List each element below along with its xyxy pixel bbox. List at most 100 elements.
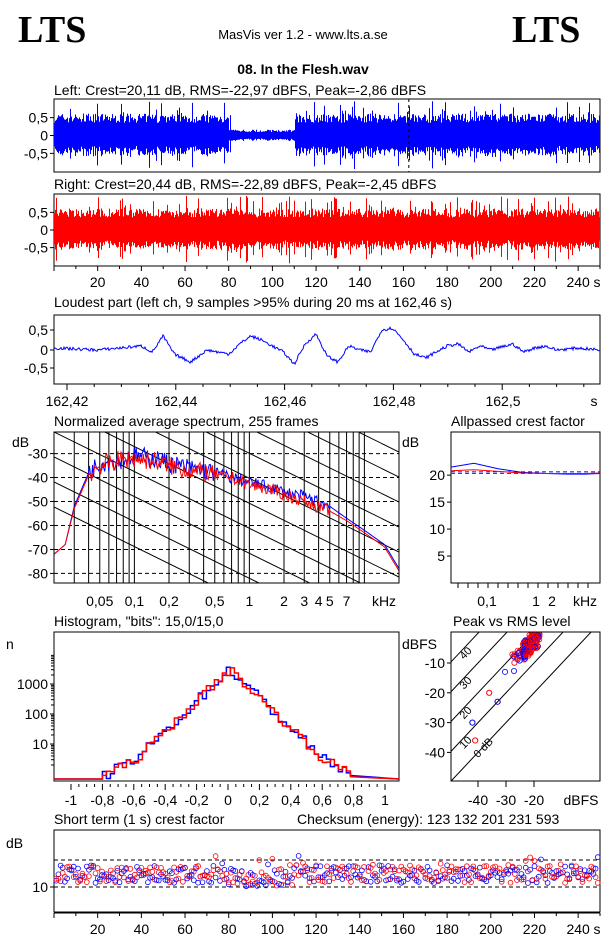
shortcrest-point [533,879,540,886]
peakrms-diagonal-label: 10 [458,734,475,751]
histogram-xtick-label: 0 [224,792,232,808]
peakrms-xtick-label: -20 [524,792,544,808]
shortcrest-point [81,874,88,880]
shortcrest-xtick-label: 140 [348,921,372,937]
peakrms-point [469,719,476,726]
right-xtick-label: 160 [392,274,416,290]
peakrms-point [501,668,508,675]
spectrum-slope-line [357,432,399,453]
peakrms-xlabel: dBFS [563,792,598,808]
shortcrest-point [538,856,544,863]
shortcrest-point [444,875,450,881]
peakrms-ytick-2-label: -30 [425,715,445,731]
right-title: Right: Crest=20,44 dB, RMS=-22,89 dBFS, … [54,176,437,192]
spectrum-xtick-label: 1 [245,593,253,609]
shortcrest-point [175,875,182,882]
histogram-ylabel: n [6,636,14,652]
spectrum-slope-line [306,432,399,478]
shortcrest-xtick-label: s [594,921,601,937]
shortcrest-point [498,878,505,885]
shortcrest-point [315,874,322,880]
file-title: 08. In the Flesh.wav [237,61,369,77]
shortcrest-point [306,875,313,882]
shortcrest-point [411,867,418,874]
shortcrest-point [273,870,280,877]
allpass-right-line [450,469,601,474]
shortcrest-point [280,882,287,888]
shortcrest-point [442,874,448,881]
shortcrest-point [389,873,396,880]
shortcrest-point [262,882,269,889]
shortcrest-point [293,862,300,869]
spectrum-ylabel: dB [12,434,29,450]
shortcrest-point [57,878,64,885]
allpass-xtick-label: 1 [532,593,540,609]
shortcrest-point [199,879,206,886]
shortcrest-point [326,878,333,885]
shortcrest-point [450,875,457,882]
histogram-xtick-label: 0,4 [281,792,301,808]
shortcrest-point [191,877,197,883]
loudest-frame [53,314,601,385]
histogram-xtick-label: -0,4 [153,792,177,808]
shortcrest-point [225,881,232,888]
shortcrest-point [407,872,413,879]
shortcrest-point [195,863,201,869]
shortcrest-point [394,875,400,882]
shortcrest-point [188,868,195,874]
shortcrest-point [156,877,162,884]
shortcrest-point [180,878,186,885]
peakrms-xtick-label: -30 [496,792,516,808]
right-ytick-2-label: -0,5 [24,240,48,256]
shortcrest-point [461,868,468,874]
peakrms-point [494,698,501,705]
shortcrest-xtick-label: 60 [177,921,193,937]
shortcrest-point [439,867,446,873]
shortcrest-point [481,863,488,870]
allpass-ytick-3-label: 5 [437,548,445,564]
right-xtick-label: 180 [435,274,459,290]
lts-logo-right: LTS [512,9,581,51]
spectrum-xtick-label: kHz [372,593,396,609]
spectrum-slope-line [54,481,261,583]
shortcrest-point [256,857,263,863]
right-xtick-label: 120 [304,274,328,290]
spectrum-xtick-label: 0,2 [159,593,179,609]
shortcrest-point [592,874,599,880]
shortcrest-point [258,869,265,876]
peakrms-ylabel: dBFS [402,636,437,652]
right-ytick-1-label: 0 [40,222,48,238]
shortcrest-point [302,872,309,879]
peakrms-point [534,632,541,638]
allpass-left-line [450,462,601,475]
allpass-xtick-label: 2 [548,593,556,609]
right-xtick-label: 100 [261,274,285,290]
left-ytick-1-label: 0 [40,128,48,144]
shortcrest-point [297,869,304,875]
shortcrest-xtick-label: 220 [523,921,547,937]
shortcrest-point [97,876,103,883]
peakrms-point [511,659,518,666]
spectrum-title: Normalized average spectrum, 255 frames [54,413,319,429]
peakrms-point [531,643,538,650]
shortcrest-point [367,878,374,885]
shortcrest-point [182,864,188,871]
shortcrest-point [487,872,494,879]
loudest-xtick-label: 162,48 [373,393,416,409]
loudest-signal [53,326,601,366]
checksum: Checksum (energy): 123 132 201 231 593 [297,811,560,827]
histogram-xtick-label: 0,8 [344,792,364,808]
spectrum-xtick-label: 0,05 [86,593,113,609]
spectrum-slope-line [205,432,399,528]
shortcrest-point [153,877,160,883]
peakrms-point [521,646,528,653]
spectrum-right-line [54,450,399,572]
shortcrest-point [308,866,315,873]
shortcrest-point [527,866,533,873]
peakrms-ytick-0-label: -10 [425,655,445,671]
spectrum-slope-line [54,456,311,583]
shortcrest-xtick-label: 240 [566,921,590,937]
shortcrest-point [324,863,330,870]
shortcrest-point [426,867,433,874]
